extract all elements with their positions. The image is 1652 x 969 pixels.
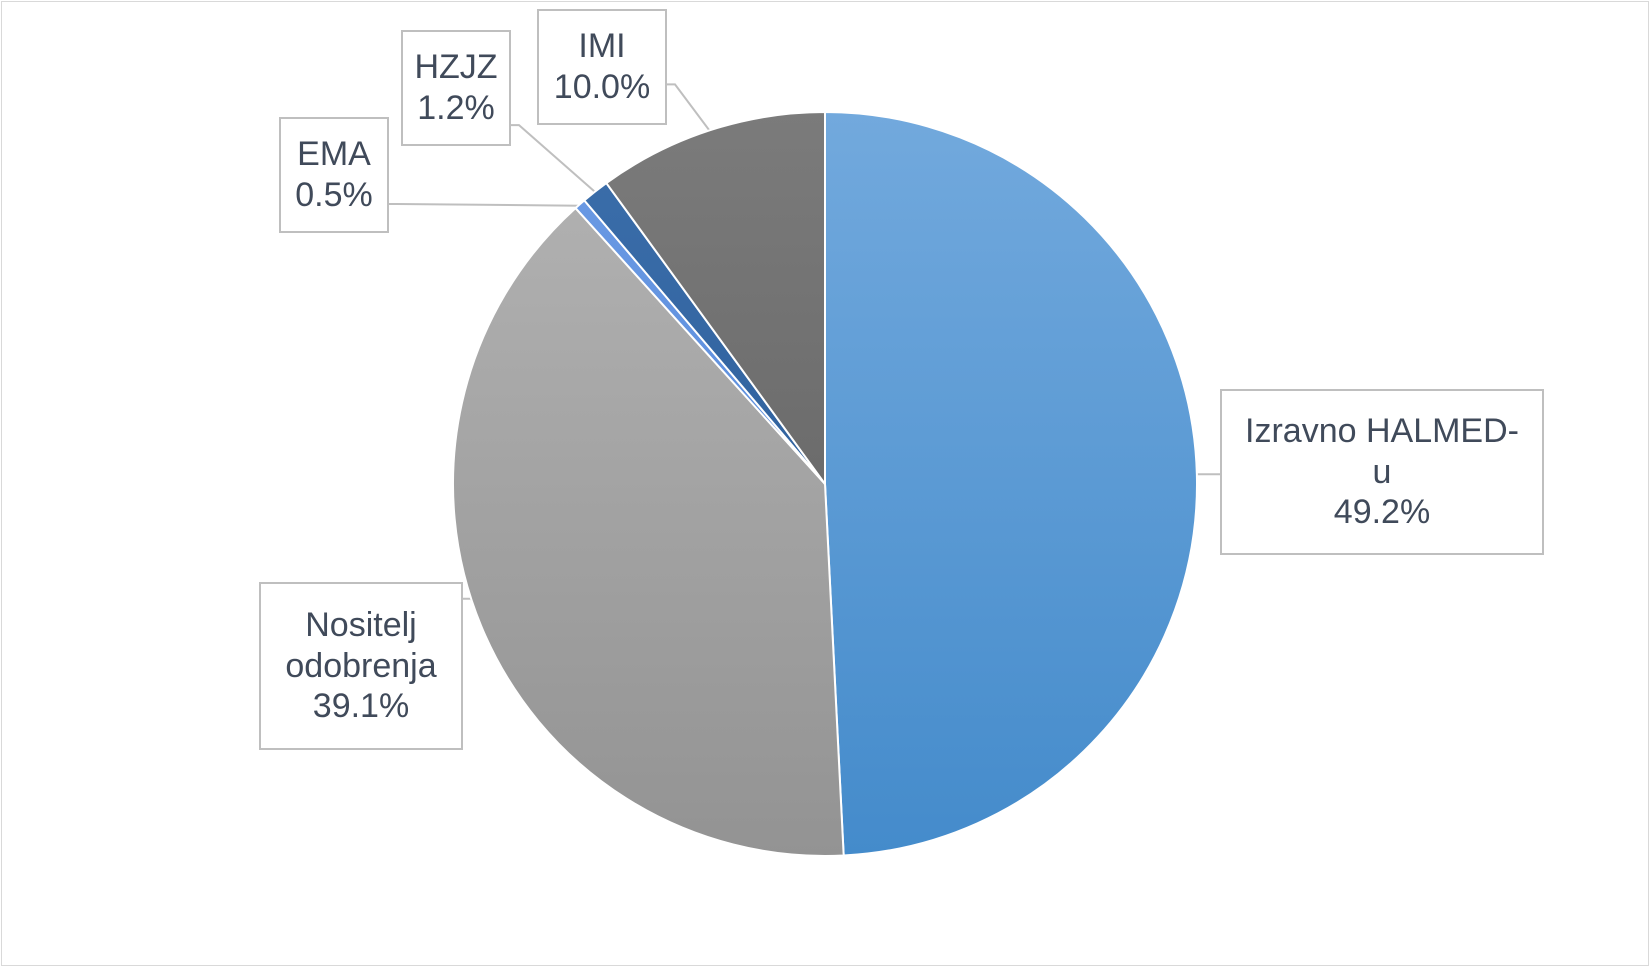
leader-line-hzjz [511,124,598,194]
pie-slice-izravno-halmed [824,110,1198,857]
data-label-imi: IMI 10.0% [537,9,667,125]
data-label-izravno-halmed-line1: Izravno HALMED- [1245,411,1519,450]
data-label-nositelj-odobrenja: Nositelj odobrenja 39.1% [259,582,463,750]
pie-slice-nositelj-odobrenja [452,206,845,857]
data-label-imi-line1: IMI [578,27,626,66]
data-label-izravno-halmed: Izravno HALMED- u 49.2% [1220,389,1544,555]
data-label-hzjz: HZJZ 1.2% [401,30,511,146]
leader-line-imi [667,83,712,133]
data-label-nositelj-odobrenja-line2: odobrenja [285,646,437,685]
data-label-hzjz-line1: HZJZ [414,48,498,87]
data-label-ema: EMA 0.5% [279,117,389,233]
data-label-izravno-halmed-line2: u [1372,452,1392,491]
data-label-imi-value: 10.0% [553,68,651,106]
pie-slice-imi [604,110,826,488]
leader-line-ema [389,203,582,207]
pie-slices [452,110,1198,857]
data-label-hzjz-value: 1.2% [417,89,495,127]
data-label-ema-line1: EMA [297,135,371,174]
data-label-izravno-halmed-value: 49.2% [1333,493,1431,532]
data-label-nositelj-odobrenja-line1: Nositelj [305,605,417,644]
data-label-nositelj-odobrenja-value: 39.1% [312,687,410,726]
data-label-ema-value: 0.5% [295,176,373,214]
